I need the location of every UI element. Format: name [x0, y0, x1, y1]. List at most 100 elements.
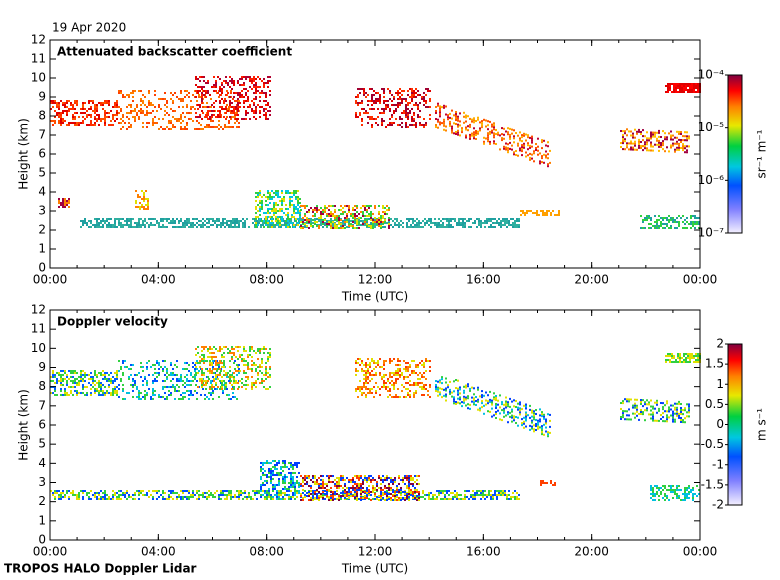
echo-speck [116, 394, 118, 396]
echo-speck [249, 348, 251, 350]
echo-speck [134, 110, 136, 112]
echo-speck [122, 114, 124, 116]
echo-speck [434, 218, 436, 220]
echo-speck [525, 419, 527, 422]
echo-speck [243, 348, 245, 350]
echo-speck [687, 361, 689, 363]
echo-speck [186, 224, 188, 226]
echo-speck [259, 350, 261, 352]
echo-speck [442, 224, 444, 226]
echo-speck [74, 118, 76, 120]
echo-speck [148, 224, 150, 226]
echo-speck [513, 137, 515, 140]
echo-speck [257, 366, 259, 368]
echo-speck [106, 380, 108, 382]
echo-speck [154, 218, 156, 220]
echo-speck [439, 113, 441, 116]
echo-speck [213, 356, 215, 358]
echo-speck [114, 114, 116, 116]
echo-speck [245, 78, 247, 80]
echo-speck [210, 394, 212, 396]
echo-speck [302, 205, 304, 207]
echo-speck [412, 222, 414, 224]
echo-speck [293, 210, 295, 212]
echo-speck [156, 222, 158, 224]
echo-speck [650, 149, 652, 152]
echo-speck [644, 219, 646, 221]
echo-speck [380, 221, 382, 223]
echo-speck [355, 360, 357, 362]
echo-speck [62, 122, 64, 124]
echo-speck [241, 378, 243, 380]
echo-speck [642, 135, 644, 138]
echo-speck [186, 496, 188, 498]
echo-speck [231, 388, 233, 390]
echo-speck [688, 415, 690, 418]
echo-speck [510, 224, 512, 226]
echo-speck [383, 88, 385, 90]
echo-speck [225, 372, 227, 374]
echo-speck [441, 396, 443, 399]
echo-speck [656, 227, 658, 229]
echo-speck [164, 128, 166, 130]
echo-speck [395, 378, 397, 380]
echo-speck [220, 226, 222, 228]
echo-speck [255, 106, 257, 108]
echo-speck [267, 226, 269, 228]
echo-speck [178, 378, 180, 380]
echo-speck [421, 394, 423, 396]
echo-speck [662, 142, 664, 145]
echo-speck [646, 215, 648, 217]
echo-speck [690, 217, 692, 219]
echo-speck [190, 112, 192, 114]
echo-speck [443, 120, 445, 123]
echo-speck [491, 403, 493, 406]
echo-speck [513, 129, 515, 132]
echo-speck [247, 106, 249, 108]
echo-speck [186, 368, 188, 370]
echo-speck [499, 394, 501, 397]
echo-speck [380, 227, 382, 229]
echo-speck [116, 110, 118, 112]
echo-speck [469, 407, 471, 410]
echo-speck [195, 366, 197, 368]
echo-speck [697, 89, 699, 91]
echo-speck [138, 222, 140, 224]
echo-speck [409, 380, 411, 382]
echo-speck [134, 498, 136, 500]
echo-speck [50, 108, 52, 110]
echo-speck [80, 112, 82, 114]
echo-speck [215, 84, 217, 86]
echo-speck [74, 370, 76, 372]
echo-speck [132, 90, 134, 92]
echo-speck [533, 412, 535, 415]
echo-speck [521, 424, 523, 427]
echo-speck [112, 392, 114, 394]
echo-speck [459, 402, 461, 405]
echo-speck [467, 129, 469, 132]
echo-speck [144, 396, 146, 398]
echo-speck [509, 415, 511, 418]
echo-speck [54, 492, 56, 494]
echo-speck [658, 131, 660, 134]
echo-speck [152, 490, 154, 492]
echo-speck [465, 114, 467, 117]
echo-speck [152, 496, 154, 498]
echo-speck [636, 410, 638, 413]
echo-speck [465, 398, 467, 401]
echo-speck [400, 220, 402, 222]
echo-speck [60, 492, 62, 494]
echo-speck [112, 390, 114, 392]
echo-speck [68, 378, 70, 380]
echo-speck [54, 120, 56, 122]
echo-speck [648, 137, 650, 140]
echo-speck [211, 362, 213, 364]
echo-speck [437, 394, 439, 397]
echo-speck [223, 86, 225, 88]
echo-speck [654, 401, 656, 404]
echo-speck [481, 120, 483, 123]
echo-speck [467, 403, 469, 406]
echo-speck [632, 146, 634, 149]
echo-speck [138, 220, 140, 222]
y-tick-label: 7 [38, 128, 46, 142]
